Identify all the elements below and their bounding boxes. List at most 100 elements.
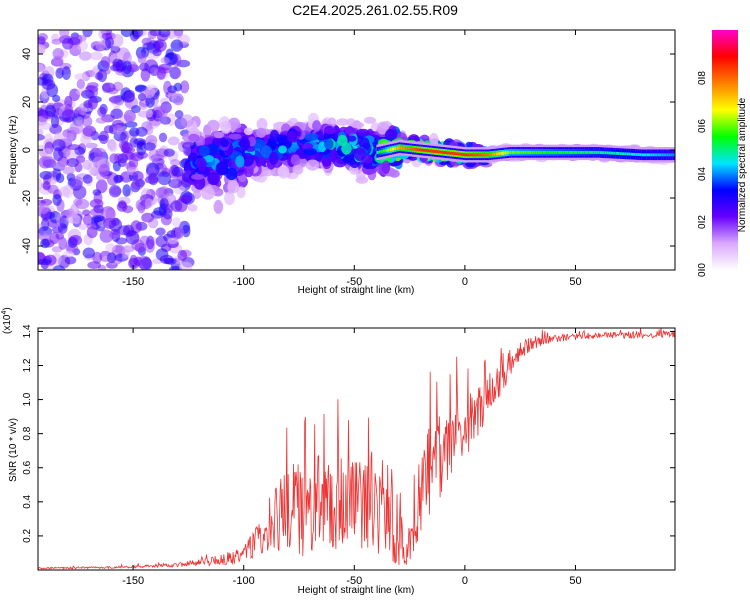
spectrogram-ridge-segment <box>652 153 656 157</box>
spectrogram-ridge-segment <box>469 153 473 157</box>
spectrogram-cell <box>278 145 287 154</box>
spectrogram-ridge-segment <box>500 151 504 155</box>
snr-y-ticks: 0.2 0.4 0.6 0.8 1.0 1.2 1.4 <box>22 324 675 543</box>
spectrogram-ridge-segment <box>416 148 419 151</box>
spectrogram-cell <box>107 252 117 264</box>
spectrogram-ridge-segment <box>495 152 499 156</box>
spectrogram-cell <box>73 298 87 306</box>
spectrogram-ridge-segment <box>597 151 601 154</box>
spectrogram-ridge-segment <box>548 151 552 154</box>
spectrogram-cell <box>243 127 253 136</box>
spectrogram-ridge-segment <box>606 151 610 155</box>
spectrogram-ridge-segment <box>648 153 652 157</box>
spectrogram-cell <box>173 30 184 39</box>
spectrogram-cell <box>123 109 136 123</box>
spectrogram-y-tick-label: -20 <box>21 190 33 206</box>
spectrogram-ridge-segment <box>529 151 532 154</box>
spectrogram-ridge-segment <box>610 151 614 155</box>
spectrogram-ridge-segment <box>595 151 599 154</box>
spectrogram-cell <box>109 153 120 164</box>
spectrogram-cell <box>115 59 125 73</box>
spectrogram-ridge-segment <box>613 151 616 155</box>
spectrogram-cell <box>167 85 178 94</box>
spectrogram-cell <box>44 133 54 145</box>
snr-x-tick-label: -150 <box>122 575 144 587</box>
spectrogram-cell <box>66 158 79 168</box>
spectrogram-ridge-segment <box>442 151 446 154</box>
spectrogram-ridge-segment <box>464 153 468 157</box>
spectrogram-ridge-segment <box>431 149 435 153</box>
spectrogram-ridge-segment <box>533 151 537 154</box>
spectrogram-cell <box>167 237 179 245</box>
spectrogram-cell <box>139 62 150 72</box>
colorbar-tick-label: 0.8 <box>697 71 708 85</box>
spectrogram-ridge-segment <box>579 151 583 154</box>
spectrogram-ridge-segment <box>562 151 565 154</box>
spectrogram-cell <box>48 177 58 185</box>
spectrogram-cell <box>172 217 181 228</box>
snr-y-axis-label: SNR (10 * v/v) <box>8 418 19 482</box>
spectrogram-cell <box>144 109 153 118</box>
spectrogram-cell <box>86 285 98 293</box>
spectrogram-cell <box>82 209 91 216</box>
spectrogram-ridge-segment <box>593 151 596 154</box>
spectrogram-cell <box>187 152 198 162</box>
spectrogram-cell <box>113 124 124 135</box>
colorbar-tick-label: 0.4 <box>697 167 708 181</box>
spectrogram-ridge-segment <box>513 151 517 154</box>
snr-panel: -150 -100 -50 0 50 0.2 0.4 0.6 0.8 1.0 1.2 1.4 Hei… <box>1 307 676 596</box>
spectrogram-cell <box>131 30 144 38</box>
spectrogram-cell <box>111 34 124 48</box>
spectrogram-cell <box>208 143 219 156</box>
snr-x-ticks: -150 -100 -50 0 50 <box>122 328 582 587</box>
snr-x-tick-label: -100 <box>233 575 255 587</box>
spectrogram-cell <box>177 250 188 261</box>
spectrogram-cell <box>239 137 251 151</box>
spectrogram-cell <box>188 133 200 142</box>
spectrogram-cell <box>79 51 92 61</box>
spectrogram-ridge-segment <box>480 153 484 157</box>
spectrogram-cell <box>158 30 171 38</box>
spectrogram-ridge-segment <box>524 151 528 154</box>
spectrogram-cell <box>65 150 76 160</box>
spectrogram-cell <box>145 94 155 108</box>
spectrogram-cell <box>58 186 71 197</box>
spectrogram-ridge-segment <box>398 146 402 150</box>
spectrogram-ridge-segment <box>451 151 455 155</box>
spectrogram-cell <box>135 84 147 92</box>
spectrogram-cell <box>213 131 224 139</box>
spectrogram-y-tick-label: -40 <box>21 238 33 254</box>
spectrogram-cell <box>59 30 70 38</box>
spectrogram-ridge-segment <box>617 152 621 155</box>
spectrogram-x-axis-label: Height of straight line (km) <box>298 285 415 296</box>
spectrogram-cell <box>178 194 193 203</box>
spectrogram-cell <box>38 122 52 130</box>
spectrogram-ridge-segment <box>661 153 665 157</box>
spectrogram-cell <box>52 48 64 60</box>
spectrogram-y-tick-label: 0 <box>21 147 33 153</box>
spectrogram-cell <box>169 159 181 166</box>
spectrogram-cell <box>277 165 290 179</box>
spectrogram-ridge-segment <box>378 150 382 154</box>
spectrogram-ridge-segment <box>659 153 663 157</box>
spectrogram-cell <box>110 108 123 120</box>
spectrogram-ridge-segment <box>453 152 457 156</box>
spectrogram-ridge-segment <box>475 153 479 157</box>
spectrogram-cell <box>58 237 68 250</box>
spectrogram-ridge-segment <box>498 152 501 156</box>
spectrogram-cell <box>260 145 272 159</box>
spectrogram-cell <box>63 132 75 143</box>
spectrogram-cell <box>55 67 64 79</box>
colorbar-tick-label: 0.6 <box>697 119 708 133</box>
snr-y-tick-label: 1.4 <box>22 324 33 338</box>
spectrogram-cell <box>180 114 194 128</box>
spectrogram-y-tick-label: 20 <box>21 96 33 108</box>
spectrogram-cell <box>81 89 95 99</box>
spectrogram-cell <box>268 151 279 165</box>
spectrogram-cell <box>385 129 398 141</box>
spectrogram-ridge-segment <box>568 151 572 154</box>
spectrogram-cell <box>149 30 162 37</box>
spectrogram-cell <box>323 138 334 150</box>
spectrogram-x-tick-label: 0 <box>462 276 468 288</box>
